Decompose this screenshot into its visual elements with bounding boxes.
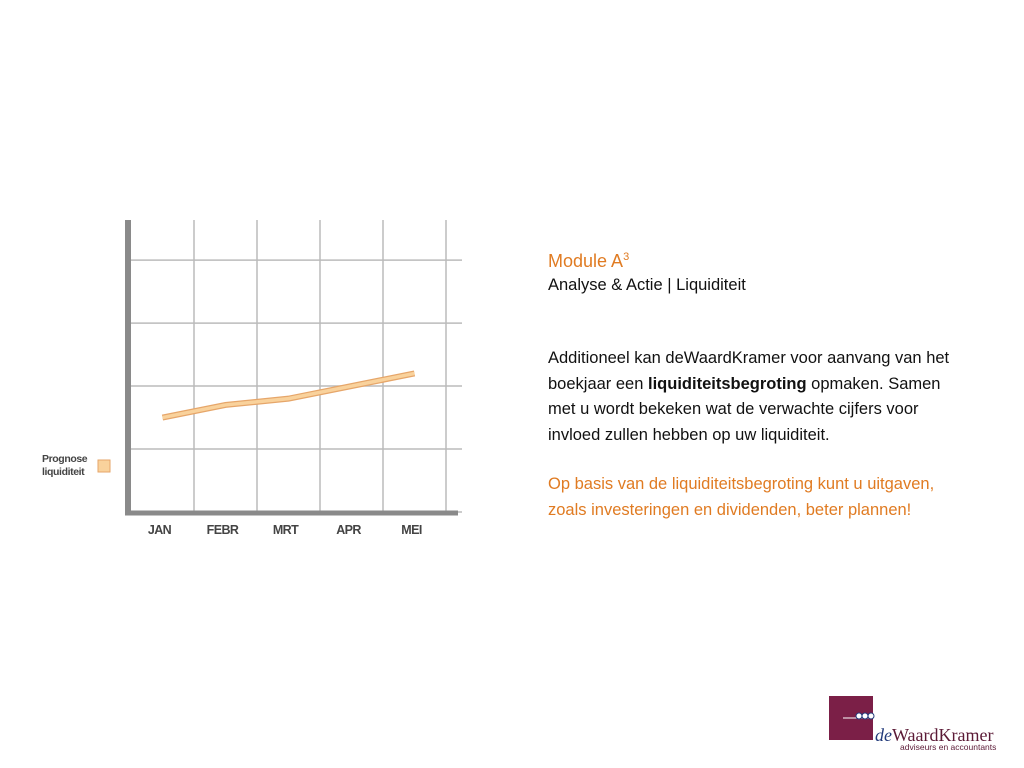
- logo-dot: [861, 712, 869, 720]
- x-tick-label: MEI: [401, 523, 422, 537]
- subtitle: Analyse & Actie | Liquiditeit: [548, 276, 746, 294]
- logo-tagline: adviseurs en accountants: [900, 742, 996, 752]
- module-title: Module A3: [548, 244, 960, 274]
- x-tick-label: APR: [336, 523, 361, 537]
- line: [162, 371, 415, 420]
- paragraph: Op basis van de liquiditeitsbegroting ku…: [548, 475, 935, 519]
- paragraph: Additioneel kan deWaardKramer voor aanva…: [548, 346, 960, 448]
- logo-prefix: de: [875, 725, 892, 745]
- logo-dot: [855, 712, 863, 720]
- logo: deWaardKramer adviseurs en accountants: [829, 696, 996, 752]
- bold-text: liquiditeitsbegroting: [648, 374, 807, 393]
- title: Module A: [548, 251, 624, 271]
- text: opmaken. Samen met u wordt bekeken wat d…: [548, 374, 941, 444]
- legend-label: Prognose liquiditeit: [42, 453, 88, 478]
- x-tick-label: FEBR: [207, 523, 239, 537]
- legend-word: Prognose: [42, 453, 88, 465]
- logo-text: deWaardKramer: [875, 725, 994, 745]
- legend-swatch: [97, 459, 111, 473]
- x-tick-label: JAN: [148, 523, 172, 537]
- logo-name: WaardKramer: [892, 725, 994, 745]
- legend-word: liquiditeit: [42, 466, 85, 478]
- x-tick-label: MRT: [273, 523, 299, 537]
- chart: JAN FEBR MRT APR MEI Prognose liquiditeit: [42, 220, 462, 537]
- title-sup: 3: [623, 251, 630, 263]
- logo-dot: [867, 712, 875, 720]
- text: Additioneel kan deWaardKramer voor aanva…: [548, 349, 950, 393]
- text-panel: Module A3 Analyse & Actie | Liquiditeit …: [548, 244, 960, 523]
